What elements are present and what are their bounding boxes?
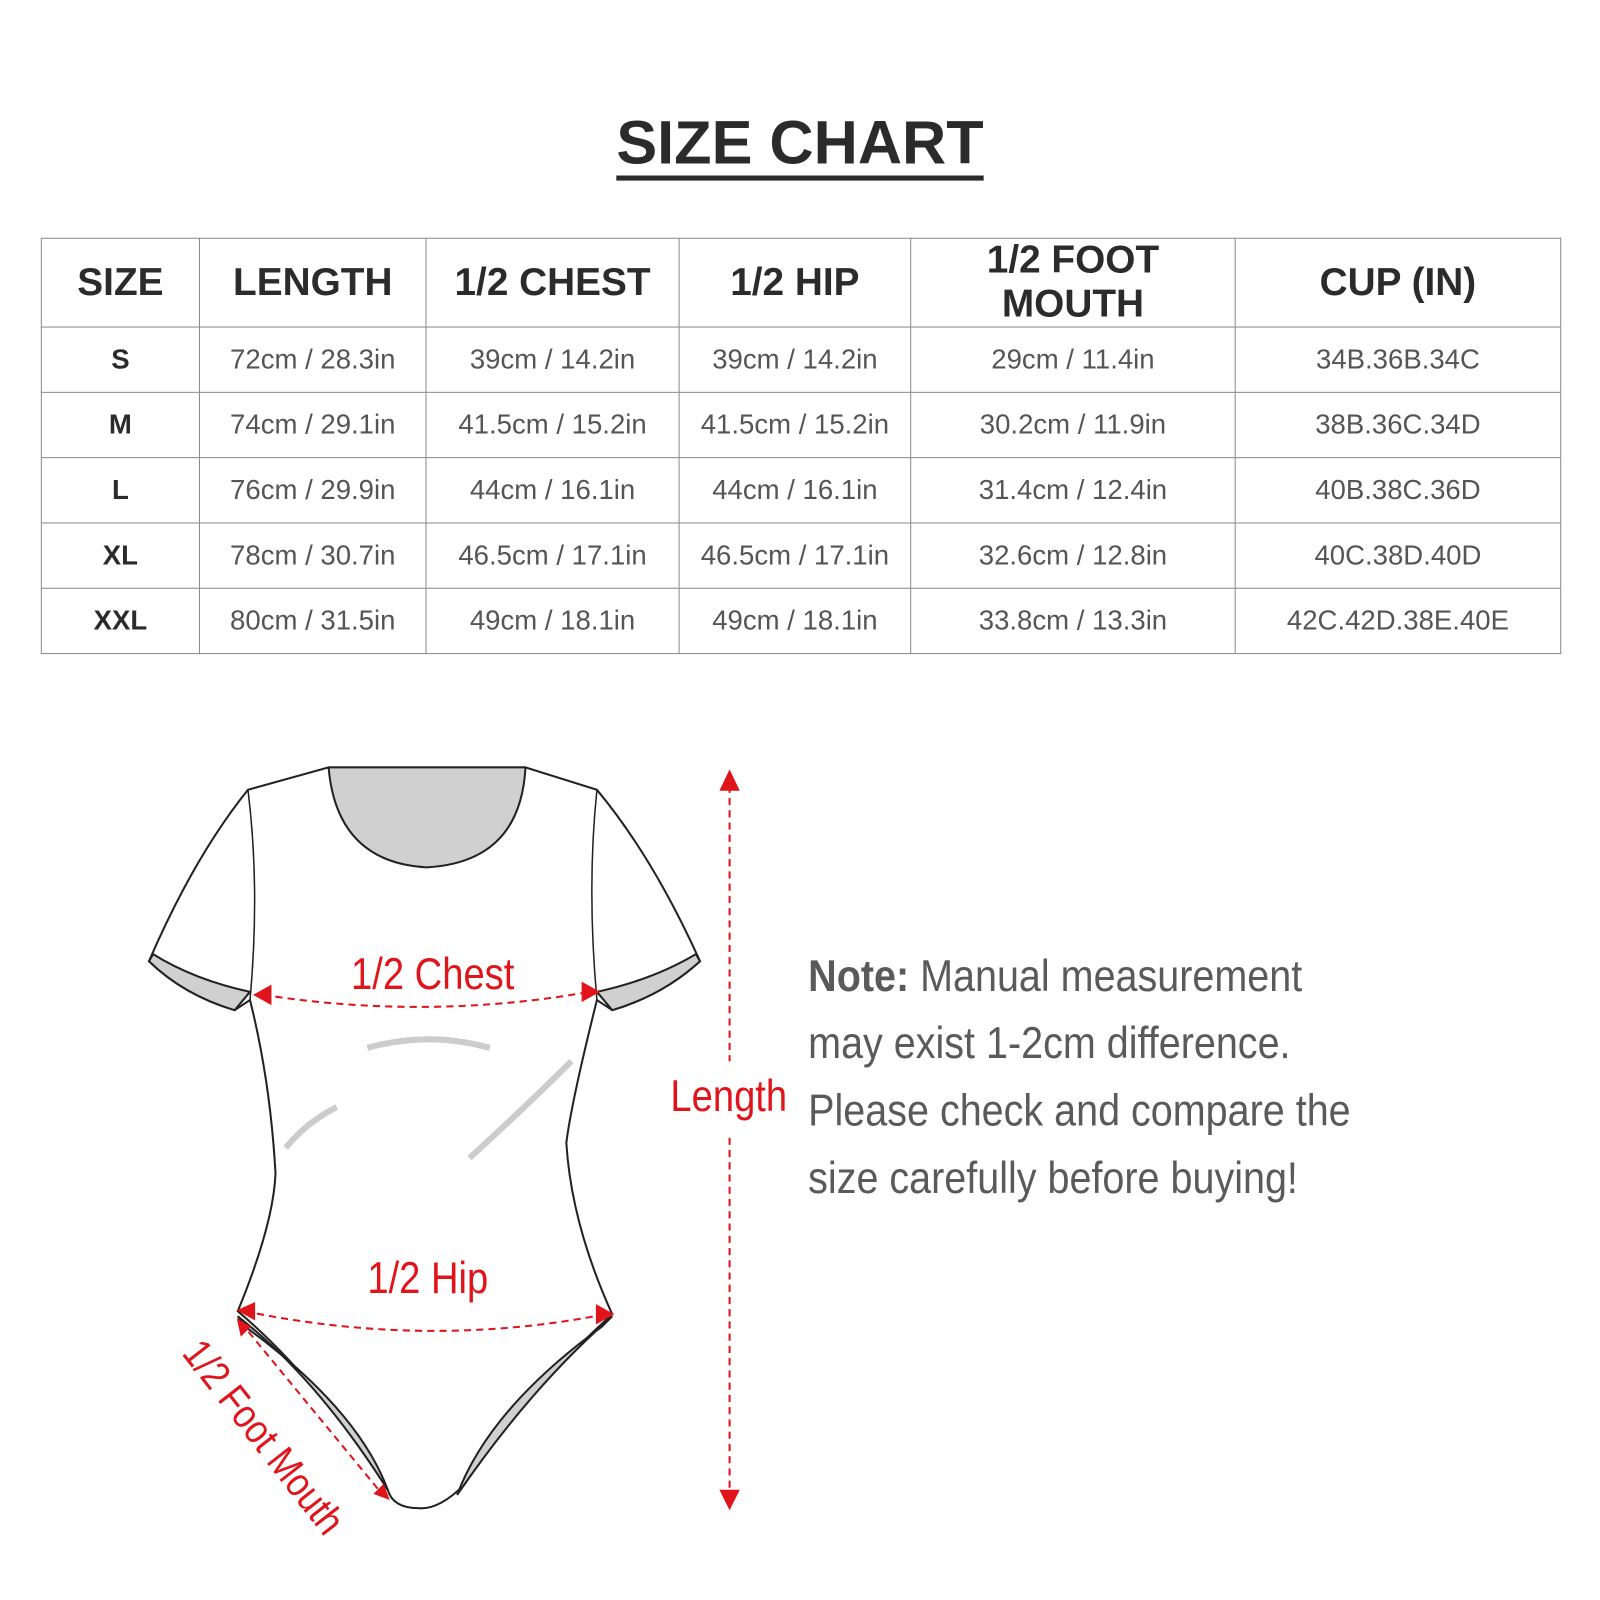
cell-length: 80cm / 31.5in [198, 587, 427, 655]
cell-hip: 39cm / 14.2in [678, 326, 912, 393]
cell-foot-mouth: 29cm / 11.4in [910, 326, 1236, 393]
bodysuit-outline [147, 766, 702, 1510]
cell-cup: 38B.36C.34D [1234, 391, 1562, 459]
arrow-left-icon [253, 984, 272, 1006]
cell-chest: 49cm / 18.1in [425, 587, 680, 655]
cell-foot-mouth: 31.4cm / 12.4in [910, 457, 1236, 524]
table-row: L 76cm / 29.9in 44cm / 16.1in 44cm / 16.1in… [40, 457, 1562, 524]
cell-hip: 49cm / 18.1in [678, 587, 912, 655]
header-chest: 1/2 CHEST [425, 237, 680, 328]
measure-lines [240, 785, 731, 1497]
page-title: SIZE CHART [0, 110, 1600, 181]
header-size: SIZE [40, 237, 200, 328]
size-table: SIZE LENGTH 1/2 CHEST 1/2 HIP 1/2 FOOT M… [40, 237, 1562, 655]
cell-cup: 40C.38D.40D [1234, 522, 1562, 589]
table-row: XL 78cm / 30.7in 46.5cm / 17.1in 46.5cm / 1… [40, 522, 1562, 589]
cell-chest: 44cm / 16.1in [425, 457, 680, 524]
table-header-row: SIZE LENGTH 1/2 CHEST 1/2 HIP 1/2 FOOT M… [40, 237, 1562, 328]
header-foot-mouth: 1/2 FOOT MOUTH [910, 237, 1236, 328]
cell-chest: 46.5cm / 17.1in [425, 522, 680, 589]
cell-size: M [40, 391, 200, 459]
cell-hip: 46.5cm / 17.1in [678, 522, 912, 589]
cell-length: 72cm / 28.3in [198, 326, 427, 393]
cell-chest: 39cm / 14.2in [425, 326, 680, 393]
cell-foot-mouth: 30.2cm / 11.9in [910, 391, 1236, 459]
cell-hip: 44cm / 16.1in [678, 457, 912, 524]
arrowheads [236, 769, 740, 1511]
cell-size: XXL [40, 587, 200, 655]
hip-label: 1/2 Hip [367, 1253, 489, 1304]
cell-cup: 40B.38C.36D [1234, 457, 1562, 524]
cell-length: 76cm / 29.9in [198, 457, 427, 524]
cell-foot-mouth: 32.6cm / 12.8in [910, 522, 1236, 589]
arrow-up-icon [719, 769, 740, 791]
cell-foot-mouth: 33.8cm / 13.3in [910, 587, 1236, 655]
note-text: Note: Manual measurement may exist 1-2cm… [808, 943, 1383, 1212]
cell-cup: 42C.42D.38E.40E [1234, 587, 1562, 655]
arrow-down-icon [719, 1489, 740, 1511]
header-length: LENGTH [198, 237, 427, 328]
cell-size: S [40, 326, 200, 393]
hip-measure-line [244, 1310, 606, 1332]
length-label: Length [670, 1071, 788, 1122]
note-body: Manual measurement may exist 1-2cm diffe… [808, 951, 1351, 1204]
header-hip: 1/2 HIP [678, 237, 912, 328]
cell-chest: 41.5cm / 15.2in [425, 391, 680, 459]
table-row: XXL 80cm / 31.5in 49cm / 18.1in 49cm / 18.1… [40, 587, 1562, 655]
header-cup: CUP (IN) [1234, 237, 1562, 328]
cell-hip: 41.5cm / 15.2in [678, 391, 912, 459]
cell-cup: 34B.36B.34C [1234, 326, 1562, 393]
foot-mouth-measure-line [240, 1321, 385, 1497]
fold-shading [283, 1036, 574, 1161]
cell-length: 74cm / 29.1in [198, 391, 427, 459]
cell-length: 78cm / 30.7in [198, 522, 427, 589]
bodysuit-diagram [147, 766, 740, 1511]
chest-measure-line [263, 990, 590, 1008]
note-prefix: Note: [808, 951, 910, 1002]
arrow-right-icon [581, 981, 600, 1003]
table-row: M 74cm / 29.1in 41.5cm / 15.2in 41.5cm / 15… [40, 391, 1562, 459]
cell-size: XL [40, 522, 200, 589]
table-row: S 72cm / 28.3in 39cm / 14.2in 39cm / 14.2in… [40, 326, 1562, 393]
cell-size: L [40, 457, 200, 524]
chest-label: 1/2 Chest [351, 948, 515, 999]
